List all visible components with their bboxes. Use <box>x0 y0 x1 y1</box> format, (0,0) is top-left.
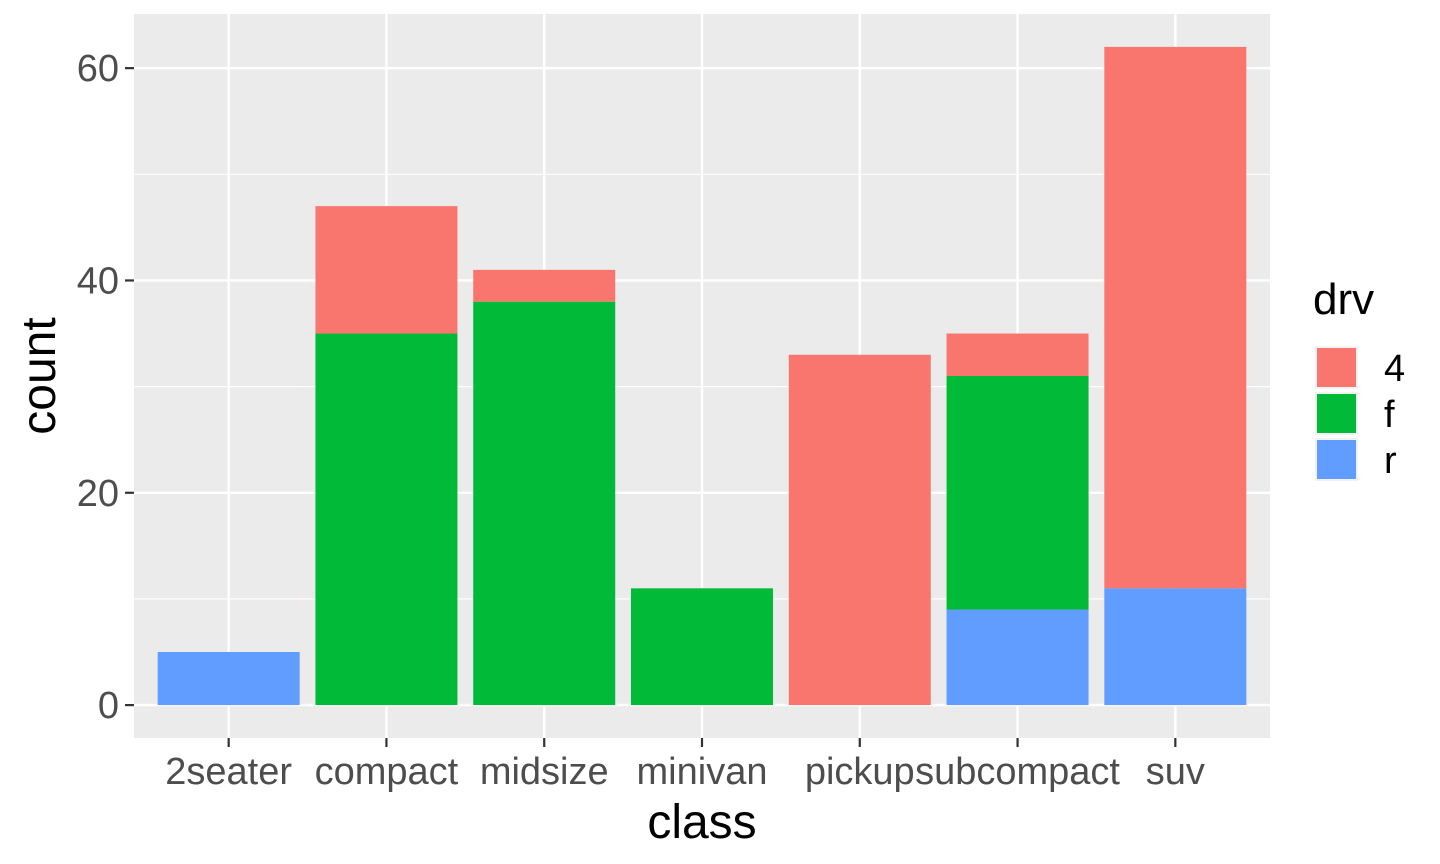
x-tick-label: minivan <box>637 751 768 793</box>
legend-swatch-4 <box>1317 348 1356 387</box>
x-tick-label: 2seater <box>165 751 292 793</box>
x-tick-label: suv <box>1146 751 1205 793</box>
bar-subcompact-4 <box>946 333 1089 376</box>
bar-subcompact-f <box>946 376 1089 610</box>
bar-pickup-4 <box>788 354 931 706</box>
legend-swatch-r <box>1317 440 1356 479</box>
y-tick-label: 0 <box>98 685 119 727</box>
bar-subcompact-r <box>946 609 1089 706</box>
x-axis-title: class <box>647 796 756 849</box>
x-tick-label: pickup <box>805 751 915 793</box>
bars <box>157 46 1247 706</box>
bar-compact-4 <box>315 206 458 334</box>
legend-label-r: r <box>1384 440 1397 482</box>
bar-2seater-r <box>157 652 300 706</box>
bar-midsize-f <box>473 301 616 706</box>
x-axis-ticks: 2seater compact midsize minivan pickup subcom… <box>165 738 1205 793</box>
legend-label-f: f <box>1384 394 1395 436</box>
x-tick-label: midsize <box>480 751 609 793</box>
y-tick-label: 40 <box>77 260 119 302</box>
y-tick-label: 20 <box>77 473 119 515</box>
bar-compact-f <box>315 333 458 706</box>
legend-label-4: 4 <box>1384 348 1405 390</box>
y-tick-label: 60 <box>77 48 119 90</box>
x-tick-label: compact <box>315 751 459 793</box>
bar-minivan-f <box>631 588 773 706</box>
x-tick-label: subcompact <box>915 751 1120 793</box>
bar-suv-r <box>1104 588 1247 706</box>
bar-midsize-4 <box>473 269 616 302</box>
legend-title: drv <box>1313 275 1374 324</box>
legend: drv 4fr <box>1313 275 1405 482</box>
y-axis-ticks: 0 20 40 60 <box>77 48 134 727</box>
legend-swatch-f <box>1317 394 1356 433</box>
y-axis-title: count <box>13 317 66 434</box>
legend-items: 4fr <box>1315 346 1405 482</box>
bar-suv-4 <box>1104 46 1247 589</box>
